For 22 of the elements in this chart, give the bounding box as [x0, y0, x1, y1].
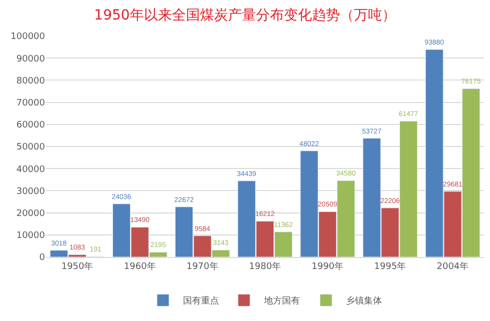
x-tick-label: 1960年 [124, 260, 156, 272]
x-tick-label: 1995年 [374, 260, 406, 272]
legend-label: 地方国有 [263, 296, 300, 307]
x-tick-label: 1980年 [249, 260, 281, 272]
legend-label: 国有重点 [183, 296, 219, 307]
x-tick-label: 2004年 [436, 260, 469, 272]
y-tick-label: 80000 [16, 76, 46, 86]
chart-title: 1950年以来全国煤炭产量分布变化趋势（万吨） [94, 7, 396, 24]
y-tick-label: 50000 [16, 142, 46, 153]
x-tick-label: 1970年 [186, 260, 218, 272]
y-tick-label: 90000 [16, 54, 46, 64]
y-tick-label: 10000 [16, 231, 46, 242]
y-tick-label: 0 [39, 253, 46, 264]
x-tick-label: 1990年 [312, 260, 344, 272]
y-tick-label: 60000 [16, 120, 46, 131]
y-tick-label: 100000 [10, 32, 46, 42]
legend-label: 乡镇集体 [346, 296, 382, 307]
y-tick-label: 40000 [16, 164, 46, 175]
y-tick-label: 20000 [16, 208, 46, 219]
y-tick-label: 70000 [16, 98, 46, 108]
x-tick-label: 1950年 [61, 260, 94, 272]
y-tick-label: 30000 [16, 186, 46, 197]
